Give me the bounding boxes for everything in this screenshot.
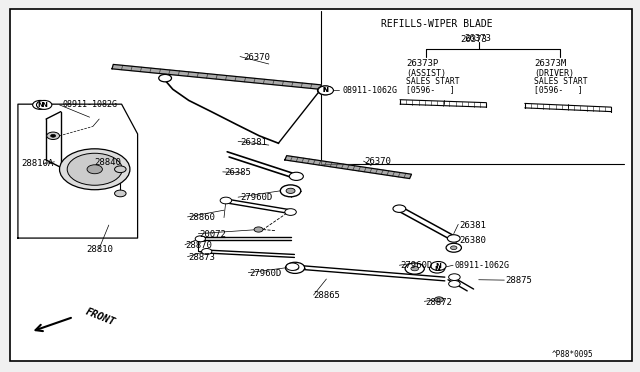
- Text: (DRIVER): (DRIVER): [534, 69, 575, 78]
- Circle shape: [429, 264, 445, 273]
- Circle shape: [67, 153, 122, 185]
- Text: 27960D: 27960D: [240, 193, 272, 202]
- Circle shape: [286, 188, 295, 193]
- Text: N: N: [323, 87, 329, 93]
- Polygon shape: [112, 64, 321, 89]
- Text: 28840: 28840: [95, 158, 122, 167]
- Text: 28810A: 28810A: [21, 159, 53, 168]
- Circle shape: [195, 236, 205, 242]
- Polygon shape: [18, 104, 138, 238]
- Text: 26373P: 26373P: [406, 60, 438, 68]
- Circle shape: [115, 166, 126, 173]
- Circle shape: [451, 246, 457, 250]
- Text: 28870: 28870: [186, 241, 212, 250]
- Circle shape: [405, 263, 424, 274]
- Text: [0596-   ]: [0596- ]: [534, 86, 583, 94]
- Circle shape: [431, 262, 446, 270]
- Circle shape: [220, 197, 232, 204]
- Text: 27960D: 27960D: [250, 269, 282, 278]
- Text: N: N: [37, 102, 44, 108]
- Circle shape: [447, 235, 460, 242]
- Text: (ASSIST): (ASSIST): [406, 69, 447, 78]
- Circle shape: [446, 243, 461, 252]
- Text: 28860: 28860: [189, 213, 216, 222]
- Text: FRONT: FRONT: [84, 307, 117, 327]
- Circle shape: [159, 74, 172, 82]
- Text: 28865: 28865: [314, 291, 340, 300]
- Text: N: N: [435, 263, 442, 269]
- Circle shape: [60, 149, 130, 190]
- Text: REFILLS-WIPER BLADE: REFILLS-WIPER BLADE: [381, 19, 492, 29]
- Text: ^P88*0095: ^P88*0095: [552, 350, 593, 359]
- Circle shape: [285, 262, 305, 273]
- Circle shape: [36, 100, 52, 109]
- Text: 27960D: 27960D: [401, 262, 433, 270]
- Circle shape: [449, 274, 460, 280]
- Text: 26381: 26381: [460, 221, 486, 230]
- Circle shape: [285, 209, 296, 215]
- Text: SALES START: SALES START: [534, 77, 588, 86]
- Text: 08911-1062G: 08911-1062G: [342, 86, 397, 95]
- Text: 26381: 26381: [240, 138, 267, 147]
- Circle shape: [286, 263, 299, 270]
- Text: 28872: 28872: [426, 298, 452, 307]
- Circle shape: [317, 86, 333, 95]
- Circle shape: [393, 205, 406, 212]
- Text: 26385: 26385: [224, 169, 251, 177]
- Circle shape: [411, 266, 419, 271]
- Circle shape: [280, 185, 301, 197]
- Polygon shape: [285, 155, 412, 179]
- Text: 20072: 20072: [200, 230, 227, 239]
- Circle shape: [51, 134, 56, 137]
- Circle shape: [435, 297, 444, 302]
- Text: N: N: [322, 87, 328, 93]
- Text: 26380: 26380: [460, 236, 486, 245]
- Text: 28810: 28810: [86, 245, 113, 254]
- Text: 28875: 28875: [506, 276, 532, 285]
- Text: 26370: 26370: [243, 53, 270, 62]
- Text: 26373: 26373: [464, 34, 491, 43]
- Text: 28873: 28873: [189, 253, 216, 262]
- Text: 26373: 26373: [461, 35, 488, 44]
- Text: 26370: 26370: [365, 157, 392, 166]
- Circle shape: [87, 165, 102, 174]
- Text: SALES START: SALES START: [406, 77, 460, 86]
- Text: 08911-1062G: 08911-1062G: [454, 262, 509, 270]
- Text: 26373M: 26373M: [534, 60, 566, 68]
- Circle shape: [33, 100, 48, 109]
- Text: [0596-   ]: [0596- ]: [406, 86, 455, 94]
- Circle shape: [202, 248, 212, 254]
- Circle shape: [289, 172, 303, 180]
- Text: N: N: [434, 266, 440, 272]
- Text: 08911-1082G: 08911-1082G: [62, 100, 117, 109]
- Circle shape: [254, 227, 263, 232]
- Circle shape: [449, 280, 460, 287]
- Circle shape: [318, 86, 333, 95]
- Circle shape: [47, 132, 60, 140]
- Text: N: N: [41, 102, 47, 108]
- Circle shape: [115, 190, 126, 197]
- Circle shape: [291, 266, 299, 270]
